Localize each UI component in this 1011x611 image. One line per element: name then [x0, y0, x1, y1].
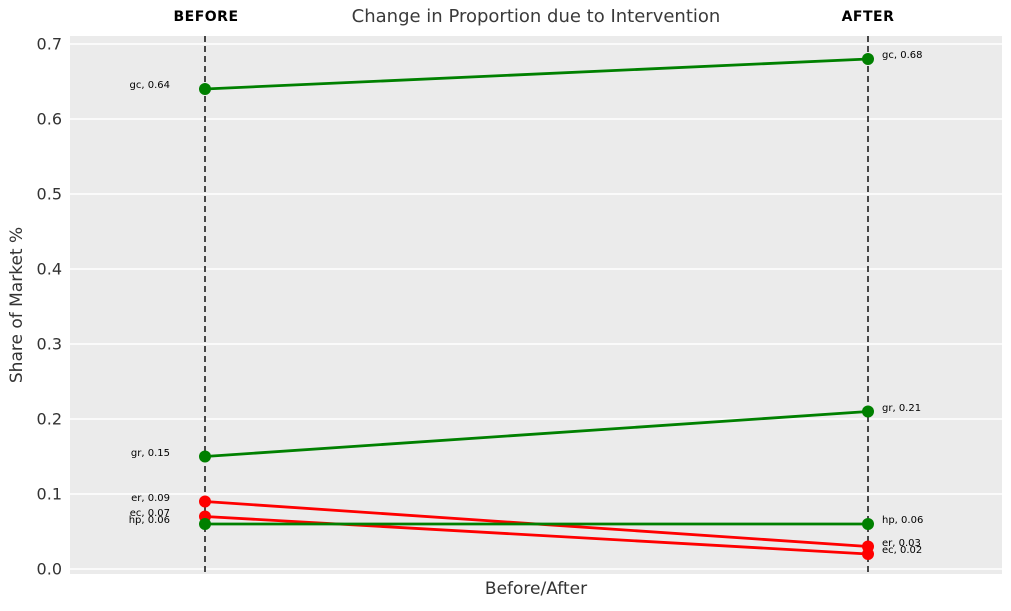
point-label-hp-before: hp, 0.06	[128, 515, 170, 526]
point-label-hp-after: hp, 0.06	[882, 515, 924, 526]
point-hp-before	[199, 518, 211, 530]
point-label-ec-before: ec, 0.07	[129, 507, 170, 519]
point-hp-after	[862, 518, 874, 530]
point-gc-before	[199, 83, 211, 95]
point-label-er-before: er, 0.09	[131, 492, 170, 504]
y-tick-label: 0.4	[36, 259, 62, 279]
series-line-gc	[204, 57, 869, 91]
point-label-er-after: er, 0.03	[882, 537, 921, 549]
point-label-gr-before: gr, 0.15	[130, 447, 170, 459]
y-tick-label: 0.0	[36, 559, 62, 579]
y-axis-label: Share of Market %	[7, 226, 27, 384]
point-label-gc-after: gc, 0.68	[882, 50, 923, 61]
point-er-before	[199, 495, 211, 508]
point-gc-after	[862, 53, 874, 65]
y-tick-label: 0.7	[36, 34, 62, 54]
after-column-header: AFTER	[841, 9, 895, 25]
y-tick-label: 0.1	[36, 484, 62, 504]
plot-area	[70, 36, 1002, 574]
y-tick-label: 0.5	[36, 184, 62, 204]
series-line-gr	[204, 410, 869, 458]
point-ec-after	[862, 548, 874, 560]
x-axis-label: Before/After	[484, 579, 588, 599]
y-tick-label: 0.2	[36, 409, 62, 429]
before-column-header: BEFORE	[173, 9, 239, 25]
point-gr-after	[862, 405, 874, 418]
chart-title: Change in Proportion due to Intervention	[351, 6, 721, 27]
point-label-gr-after: gr, 0.21	[882, 402, 922, 414]
y-tick-label: 0.6	[36, 109, 62, 129]
point-label-ec-after: ec, 0.02	[882, 545, 923, 556]
series-line-ec	[204, 515, 869, 556]
point-gr-before	[199, 450, 211, 463]
point-label-gc-before: gc, 0.64	[129, 80, 170, 91]
y-tick-label: 0.3	[36, 334, 62, 354]
slope-chart-canvas	[70, 36, 1002, 574]
